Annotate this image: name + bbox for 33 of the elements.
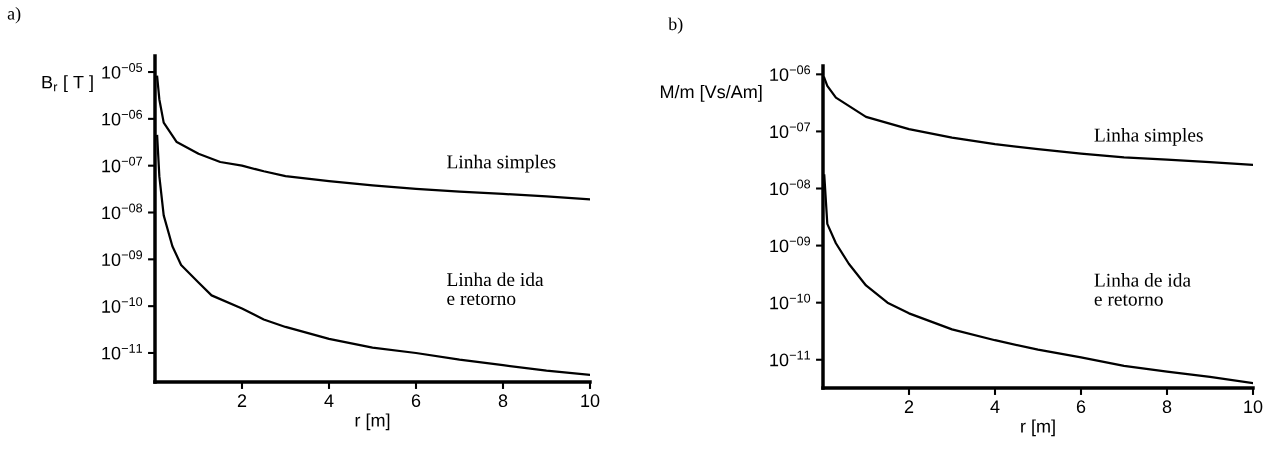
text: Linha de ida e retorno <box>1094 273 1191 306</box>
x-tick-label: 2 <box>237 394 247 407</box>
x-tick-label: 4 <box>324 394 334 407</box>
y-tick-label: 10$^{−10}$ <box>102 297 143 313</box>
y-tick-label: 10$^{−08}$ <box>770 179 811 196</box>
x-tick-label: 8 <box>498 394 508 408</box>
text: b) <box>668 17 683 34</box>
y-tick-label: 10$^{−07}$ <box>102 156 142 173</box>
y-tick-label: 10$^{−07}$ <box>770 122 810 139</box>
x-axis-title: r [m] <box>1021 419 1055 437</box>
y-tick-label: 10$^{−06}$ <box>102 109 143 126</box>
series-label: Linha simples <box>447 154 556 173</box>
y-tick-label: 10$^{−08}$ <box>102 203 143 220</box>
y-axis-title: M/m [Vs/Am] <box>660 84 762 102</box>
series-label: Linha simples <box>1094 128 1203 146</box>
y-axis-title: B$_{r}$ [ T ] <box>42 75 93 93</box>
x-axis-title: r [m] <box>355 413 390 431</box>
y-tick-label: 10$^{−11}$ <box>770 350 811 367</box>
y-tick-label: 10$^{−05}$ <box>102 63 143 79</box>
chart-title: a) <box>7 7 21 24</box>
x-tick-label: 8 <box>1162 400 1172 414</box>
x-tick-label: 6 <box>411 394 421 408</box>
x-tick-label: 10 <box>1244 400 1263 414</box>
x-tick-label: 6 <box>1076 400 1086 414</box>
x-tick-label: 2 <box>904 400 914 413</box>
y-tick-label: 10$^{−11}$ <box>102 343 143 360</box>
y-tick-label: 10$^{−09}$ <box>102 250 143 267</box>
y-tick-label: 10$^{−09}$ <box>770 236 811 253</box>
text: Linha de ida e retorno <box>447 272 544 306</box>
x-tick-label: 4 <box>990 400 1000 413</box>
x-tick-label: 10 <box>581 394 600 408</box>
y-tick-label: 10$^{−06}$ <box>770 65 811 82</box>
y-tick-label: 10$^{−10}$ <box>770 293 811 310</box>
